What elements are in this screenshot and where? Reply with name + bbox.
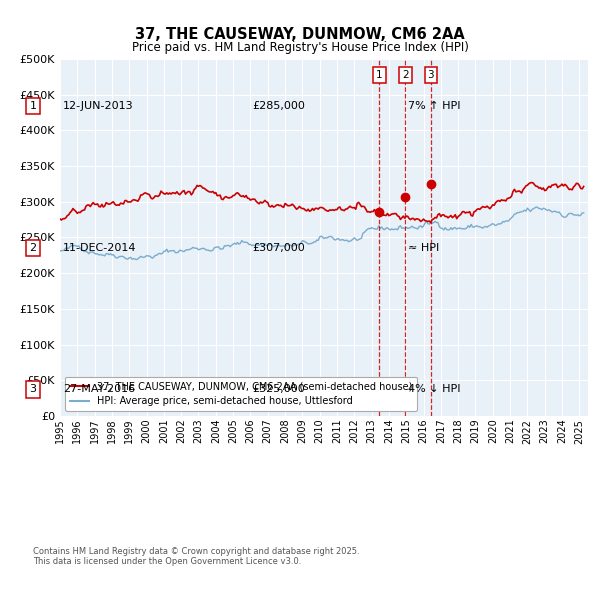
Text: 37, THE CAUSEWAY, DUNMOW, CM6 2AA: 37, THE CAUSEWAY, DUNMOW, CM6 2AA <box>135 27 465 41</box>
Text: 2: 2 <box>402 70 409 80</box>
Text: Price paid vs. HM Land Registry's House Price Index (HPI): Price paid vs. HM Land Registry's House … <box>131 41 469 54</box>
Text: £285,000: £285,000 <box>252 101 305 111</box>
Text: 2: 2 <box>29 243 37 253</box>
Legend: 37, THE CAUSEWAY, DUNMOW, CM6 2AA (semi-detached house), HPI: Average price, sem: 37, THE CAUSEWAY, DUNMOW, CM6 2AA (semi-… <box>65 376 417 411</box>
Text: £325,000: £325,000 <box>252 385 305 394</box>
Text: £307,000: £307,000 <box>252 243 305 253</box>
Text: 27-MAY-2016: 27-MAY-2016 <box>63 385 135 394</box>
Text: 1: 1 <box>376 70 383 80</box>
Text: 12-JUN-2013: 12-JUN-2013 <box>63 101 134 111</box>
Text: 11-DEC-2014: 11-DEC-2014 <box>63 243 137 253</box>
Text: 3: 3 <box>29 385 37 394</box>
Text: 3: 3 <box>427 70 434 80</box>
Text: Contains HM Land Registry data © Crown copyright and database right 2025.
This d: Contains HM Land Registry data © Crown c… <box>33 547 359 566</box>
Text: 1: 1 <box>29 101 37 111</box>
Text: 7% ↑ HPI: 7% ↑ HPI <box>408 101 461 111</box>
Text: ≈ HPI: ≈ HPI <box>408 243 439 253</box>
Text: 4% ↓ HPI: 4% ↓ HPI <box>408 385 461 394</box>
